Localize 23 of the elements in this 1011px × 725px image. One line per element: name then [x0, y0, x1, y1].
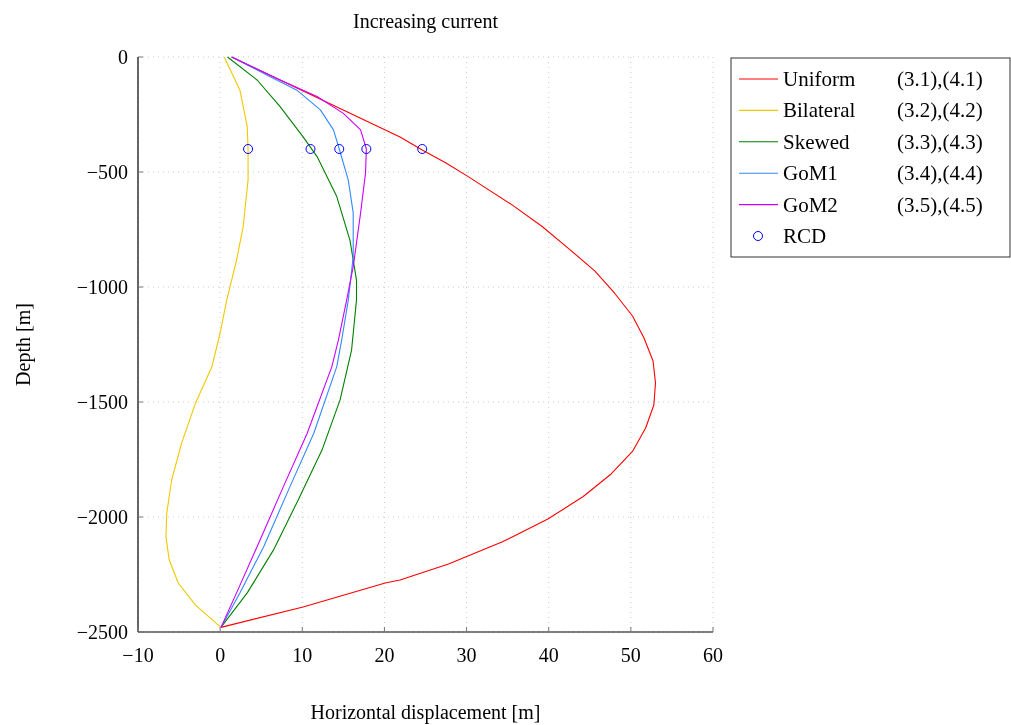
text: Bilateral (3.2),(4.2) — [783, 98, 983, 123]
x-tick-label: 0 — [215, 644, 226, 666]
y-tick-label: −2000 — [76, 506, 128, 528]
legend-label: RCD — [783, 224, 827, 248]
y-axis-title: Depth [m] — [12, 303, 35, 386]
x-tick-label: 10 — [292, 644, 313, 666]
x-tick-label: 50 — [620, 644, 641, 666]
x-tick-label: 60 — [703, 644, 723, 666]
x-tick-label: 40 — [538, 644, 559, 666]
y-tick-label: −2500 — [76, 621, 128, 643]
chart-title: Increasing current — [353, 10, 499, 33]
y-tick-label: −500 — [86, 161, 128, 183]
text: Skewed (3.3),(4.3) — [783, 129, 983, 154]
text: GoM2 (3.5),(4.5) — [783, 192, 983, 217]
text: GoM1 (3.4),(4.4) — [783, 161, 983, 186]
x-axis-title: Horizontal displacement [m] — [310, 701, 541, 724]
y-tick-label: −1500 — [76, 391, 128, 413]
y-tick-label: −1000 — [76, 276, 128, 298]
x-tick-label: 30 — [456, 644, 477, 666]
x-tick-label: −10 — [122, 644, 154, 666]
y-tick-label: 0 — [118, 46, 128, 68]
text: Uniform (3.1),(4.1) — [783, 67, 983, 91]
x-tick-label: 20 — [374, 644, 395, 666]
